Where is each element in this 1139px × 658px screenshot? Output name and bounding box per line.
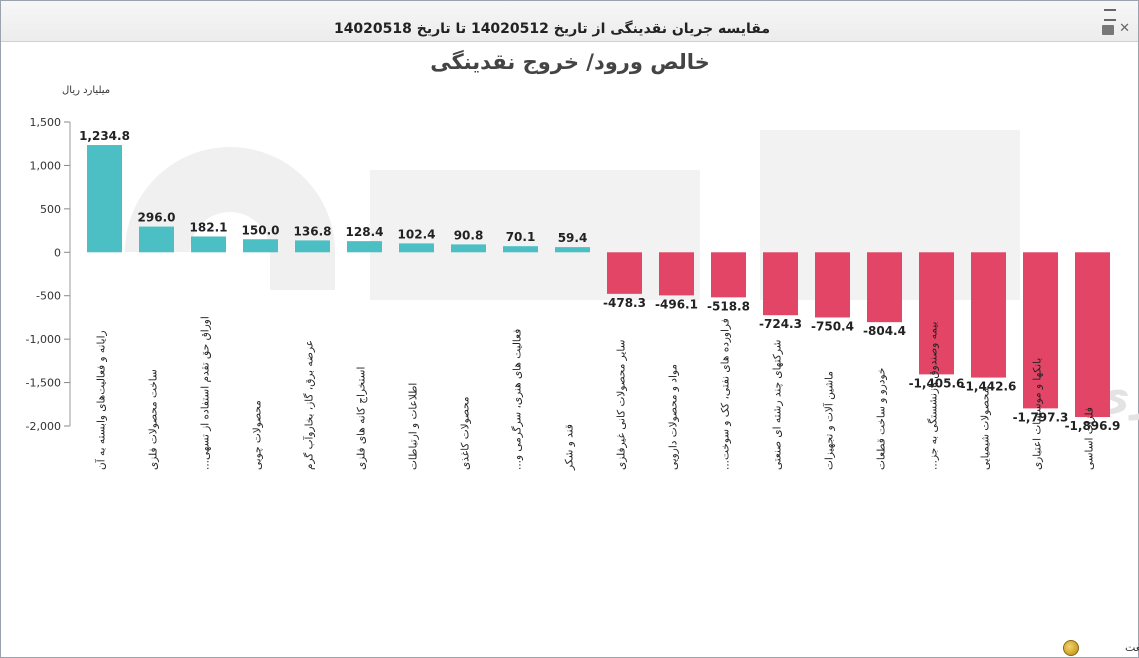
data-label: 59.4 xyxy=(558,231,588,245)
y-tick-label: 1,500 xyxy=(30,116,62,129)
category-label: خودرو و ساخت قطعات xyxy=(876,368,888,470)
bar xyxy=(243,239,278,253)
bar xyxy=(867,252,902,323)
bar xyxy=(451,244,486,253)
category-label: محصولات چوبی xyxy=(252,400,264,470)
bar xyxy=(295,240,330,253)
category-label: بیمه وصندوق بازنشستگی به جز... xyxy=(927,322,940,470)
data-label: 136.8 xyxy=(294,224,332,238)
data-label: 1,234.8 xyxy=(79,129,130,143)
bar xyxy=(139,226,174,253)
minimize-icon[interactable] xyxy=(1104,9,1116,21)
y-tick-label: 0 xyxy=(54,246,61,259)
bar xyxy=(503,246,538,253)
y-tick-label: -1,000 xyxy=(26,333,61,346)
y-tick-label: -2,000 xyxy=(26,420,61,433)
data-label: 128.4 xyxy=(346,225,384,239)
category-label: مواد و محصولات دارویی xyxy=(668,364,680,470)
category-label: قند و شکر xyxy=(564,424,576,471)
window-title: مقایسه جریان نقدینگی از تاریخ 14020512 ت… xyxy=(333,21,770,37)
category-label: فلزات اساسی xyxy=(1084,407,1096,470)
bar xyxy=(919,252,954,375)
category-label: فعالیت های هنری، سرگرمی و... xyxy=(511,329,524,470)
data-label: 182.1 xyxy=(190,220,228,234)
bar xyxy=(1075,252,1110,418)
category-label: محصولات کاغذی xyxy=(460,396,472,470)
category-label: محصولات شیمیایی xyxy=(980,388,992,470)
printer-icon[interactable] xyxy=(1102,25,1114,35)
data-label: -804.4 xyxy=(863,324,906,338)
category-label: رایانه و فعالیت‌های وابسته به آن xyxy=(95,330,108,470)
category-label: فراورده های نفتی، کک و سوخت... xyxy=(720,318,732,470)
category-label: اوراق حق تقدم استفاده از تسهی... xyxy=(200,316,212,470)
bar xyxy=(607,252,642,294)
category-label: عرضه برق، گاز، بخاروآب گرم xyxy=(303,340,316,470)
category-label: اطلاعات و ارتباطات xyxy=(408,383,420,470)
close-icon[interactable]: ✕ xyxy=(1119,21,1130,36)
window-header: مقایسه جریان نقدینگی از تاریخ 14020512 ت… xyxy=(1,1,1138,42)
bar xyxy=(399,243,434,253)
y-tick-label: 1,000 xyxy=(30,159,62,172)
category-label: استخراج کانه های فلزی xyxy=(356,367,368,470)
category-label: شرکتهای چند رشته ای صنعتی xyxy=(772,340,784,470)
y-axis-label: میلیارد ریال xyxy=(62,85,110,96)
data-label: -724.3 xyxy=(759,317,802,331)
help-icon[interactable] xyxy=(1063,640,1079,656)
category-label: ماشین آلات و تجهیزات xyxy=(823,371,836,470)
bar xyxy=(555,247,590,253)
data-label: -478.3 xyxy=(603,296,646,310)
y-tick-label: -500 xyxy=(36,290,61,303)
chart-title: خالص ورود/ خروج نقدینگی xyxy=(430,49,710,75)
bar xyxy=(971,252,1006,378)
data-label: 296.0 xyxy=(138,211,176,225)
category-label: سایر محصولات کانی غیرفلزی xyxy=(616,340,628,470)
data-label: -518.8 xyxy=(707,299,750,313)
data-label: -496.1 xyxy=(655,297,698,311)
bar xyxy=(87,145,122,253)
bar xyxy=(1023,252,1058,409)
data-label: -750.4 xyxy=(811,319,854,333)
data-label: 150.0 xyxy=(242,223,280,237)
bar xyxy=(191,236,226,253)
category-label: بانکها و موسسات اعتباری xyxy=(1032,358,1044,470)
x-axis-label: صنعت xyxy=(1125,641,1139,654)
data-label: 102.4 xyxy=(398,227,436,241)
category-label: ساخت محصولات فلزی xyxy=(148,369,160,470)
y-tick-label: -1,500 xyxy=(26,377,61,390)
bar xyxy=(815,252,850,318)
y-tick-label: 500 xyxy=(40,203,61,216)
data-label: -1,797.3 xyxy=(1013,410,1069,424)
data-label: -1,442.6 xyxy=(961,380,1017,394)
bar xyxy=(711,252,746,298)
bar xyxy=(763,252,798,316)
data-label: 70.1 xyxy=(506,230,536,244)
data-label: 90.8 xyxy=(454,228,484,242)
data-label: -1,896.9 xyxy=(1065,419,1121,433)
bar xyxy=(347,241,382,253)
data-label: -1,405.6 xyxy=(909,376,965,390)
bar xyxy=(659,252,694,296)
